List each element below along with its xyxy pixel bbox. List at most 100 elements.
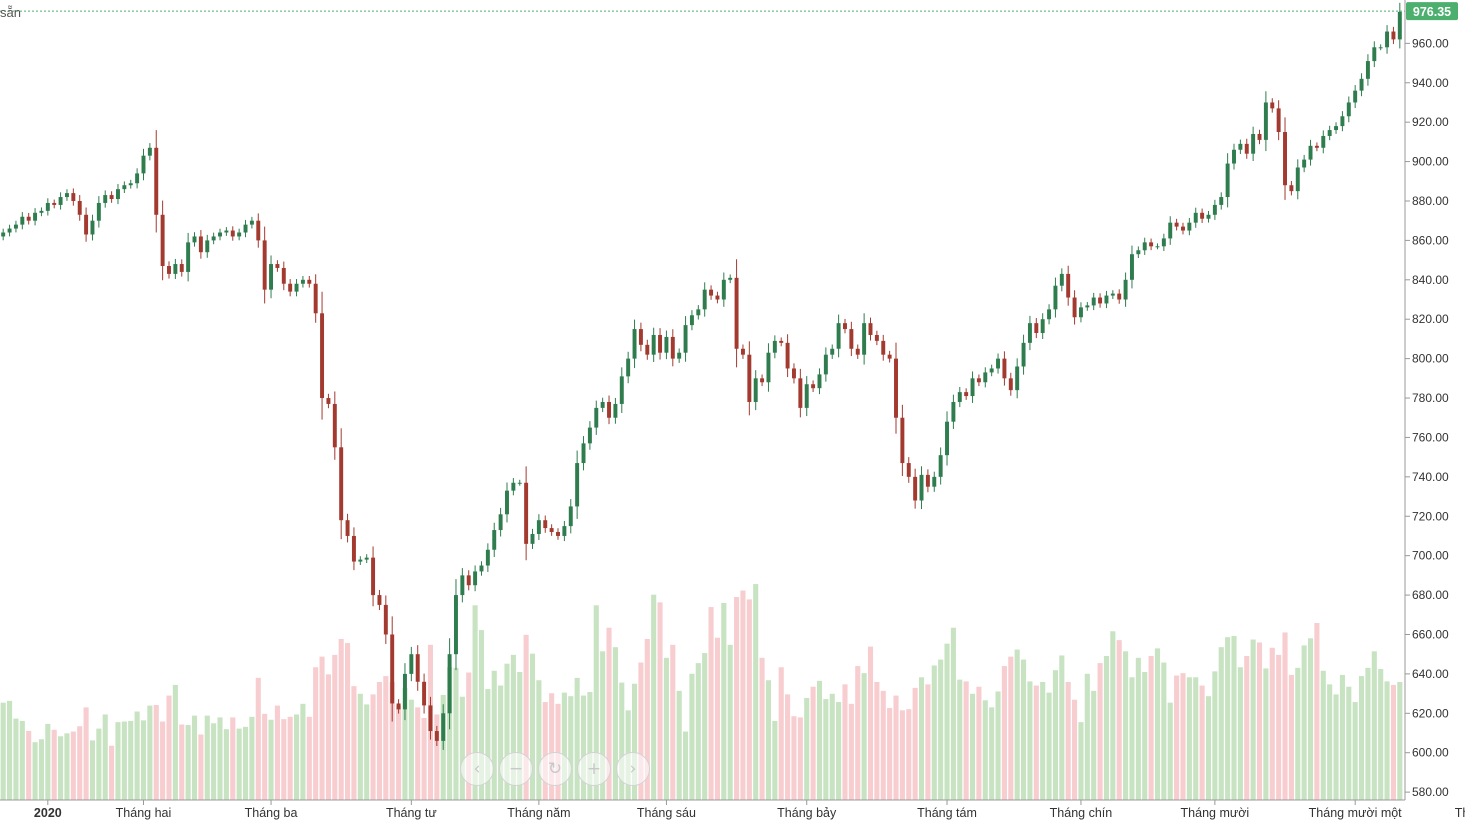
zoom-out-button[interactable]: − [499, 752, 533, 786]
candle-body [1206, 214, 1211, 219]
volume-bar [83, 707, 89, 800]
candle-body [422, 681, 427, 706]
candle-body [811, 384, 816, 389]
volume-bar [1148, 656, 1154, 800]
y-tick-label: 760.00 [1412, 430, 1449, 444]
scroll-left-button[interactable]: ‹ [460, 752, 494, 786]
candle-body [1263, 102, 1268, 140]
reset-button[interactable]: ↻ [538, 752, 572, 786]
y-tick-label: 800.00 [1412, 352, 1449, 366]
candle-body [1098, 297, 1103, 304]
candle-body [925, 474, 930, 487]
volume-bar [351, 686, 357, 800]
candle-body [740, 348, 745, 355]
volume-bar [600, 651, 606, 800]
zoom-in-button[interactable]: + [577, 752, 611, 786]
volume-bar [1250, 639, 1256, 800]
candle-body [772, 340, 777, 353]
candle-body [447, 654, 452, 714]
candle-body [1346, 102, 1351, 117]
volume-bar [785, 694, 791, 800]
candle-body [211, 236, 216, 241]
candle-body [1078, 307, 1083, 318]
volume-bar [1072, 699, 1078, 800]
volume-bar [714, 637, 720, 800]
volume-bar [1225, 637, 1231, 800]
candle-body [709, 289, 714, 296]
candle-body [294, 283, 299, 292]
volume-bar [1059, 655, 1065, 800]
volume-bar [402, 687, 408, 800]
scroll-right-button[interactable]: › [616, 752, 650, 786]
candle-body [1181, 226, 1185, 231]
candle-body [689, 315, 694, 326]
candle-body [237, 232, 242, 237]
candle-body [964, 392, 969, 397]
candle-body [543, 520, 548, 529]
candle-body [262, 240, 267, 290]
last-price-tag: 976.35 [1406, 2, 1458, 21]
volume-bar [1021, 659, 1027, 800]
volume-bar [109, 745, 115, 800]
volume-bar [555, 703, 561, 800]
candle-body [77, 200, 82, 215]
volume-bar [529, 653, 536, 800]
candle-body [339, 447, 344, 521]
volume-bar [102, 714, 108, 800]
volume-bar [918, 677, 925, 800]
y-tick-label: 660.00 [1412, 627, 1449, 641]
x-tick-label: Tháng chín [1050, 806, 1113, 820]
candle-body [747, 354, 752, 402]
y-tick-label: 580.00 [1412, 785, 1449, 799]
candle-body [90, 220, 95, 235]
y-tick-label: 840.00 [1412, 273, 1449, 287]
candle-body [517, 482, 522, 484]
candle-body [1117, 293, 1122, 300]
volume-bar [759, 657, 765, 800]
time-axis[interactable]: 2020 Tháng hai Tháng ba Tháng tư Tháng năm Th… [34, 800, 1465, 820]
candle-body [664, 336, 669, 353]
x-tick-label: 2020 [34, 806, 62, 820]
volume-bar [434, 714, 440, 800]
volume-bar [1084, 673, 1090, 800]
volume-bar [447, 667, 453, 800]
volume-bar [211, 723, 217, 800]
volume-bar [300, 703, 306, 800]
candle-body [849, 329, 854, 349]
minus-icon: − [508, 759, 524, 779]
volume-bar [293, 714, 300, 800]
candle-body [1378, 47, 1383, 49]
candle-body [638, 329, 643, 345]
x-tick-label: Tháng tám [917, 806, 977, 820]
volume-bar [702, 653, 708, 800]
volume-bar [880, 690, 886, 800]
candle-body [919, 474, 924, 501]
price-axis[interactable]: 580.00 600.00 620.00 640.00 660.00 680.00 700.… [1405, 36, 1449, 799]
candle-body [1129, 254, 1134, 280]
candle-body [760, 378, 765, 383]
candle-body [970, 378, 975, 397]
volume-bar [1174, 675, 1180, 800]
volume-bar [332, 654, 338, 800]
y-tick-label: 720.00 [1412, 509, 1449, 523]
volume-bar [459, 696, 465, 800]
volume-bar [727, 644, 733, 800]
candle-body [836, 323, 841, 349]
volume-bar [1276, 654, 1282, 800]
candle-body [415, 654, 420, 682]
candle-body [460, 575, 465, 596]
volume-bar [797, 717, 803, 800]
candle-body [492, 530, 497, 550]
plus-icon: + [586, 759, 602, 779]
volume-bar [1001, 666, 1007, 800]
volume-bar [1269, 647, 1275, 800]
volume-bar [242, 726, 249, 800]
volume-bar [1320, 670, 1326, 800]
volume-bar [887, 707, 893, 800]
volume-bar [823, 699, 829, 800]
volume-bar [670, 644, 676, 800]
candle-body [1, 232, 6, 237]
candle-body [198, 236, 203, 253]
